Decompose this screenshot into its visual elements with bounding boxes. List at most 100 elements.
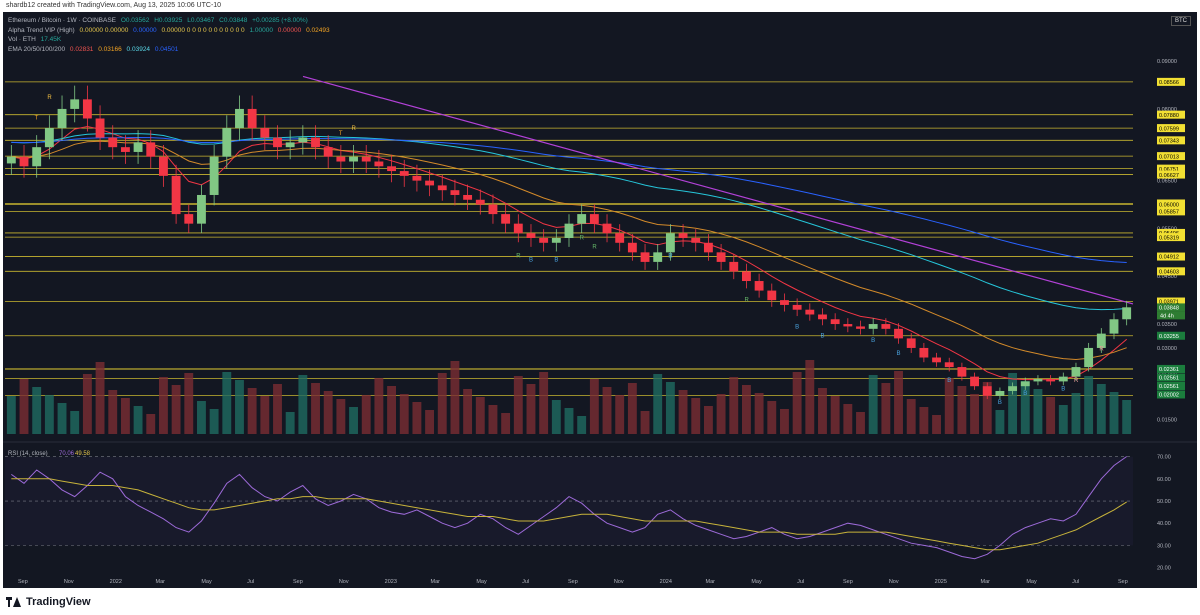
signal-letter: T [35, 116, 39, 122]
ema-lines [11, 125, 1128, 381]
candle-body [830, 319, 840, 325]
signal-letter: T [339, 131, 343, 137]
legend-alpha-yellow: 0.00000 0.00000 [79, 26, 129, 34]
level-label-box [1157, 200, 1185, 209]
level-label-text: 0.07343 [1159, 139, 1179, 145]
candle-body [247, 108, 257, 129]
legend-change: +0.00285 (+8.00%) [252, 17, 308, 24]
signal-letter: R [1074, 378, 1079, 384]
volume-bar [957, 386, 967, 434]
publish-header: shardb12 created with TradingView.com, A… [0, 0, 1200, 12]
rsi-ma-line [11, 478, 1127, 551]
candle-body [881, 324, 891, 329]
level-label-text: 0.04912 [1159, 255, 1179, 261]
candle-body [1122, 307, 1132, 320]
volume-bar [57, 403, 67, 434]
volume-bar [551, 400, 561, 434]
ema-50-line [11, 140, 1127, 361]
volume-bar [235, 380, 244, 434]
time-tick-label: Nov [64, 579, 74, 585]
legend-close: C0.03848 [219, 17, 248, 24]
candle-body [653, 252, 663, 262]
volume-bar [513, 376, 523, 434]
candle-body [678, 233, 688, 238]
volume-bar [742, 385, 751, 434]
candle-body [868, 324, 878, 329]
volume-bar [158, 377, 168, 434]
volume-bar [703, 406, 713, 434]
legend-alpha-name: Alpha Trend VIP (High) [8, 26, 75, 34]
level-label-box [1157, 297, 1185, 306]
level-label-text: 0.02002 [1159, 393, 1179, 399]
legend-alpha-trend[interactable]: Alpha Trend VIP (High) 0.00000 0.00000 0… [8, 26, 333, 36]
time-tick-label: 2023 [385, 579, 397, 585]
level-label-box [1157, 267, 1185, 276]
legend-symbol-title: Ethereum / Bitcoin · 1W · COINBASE [8, 17, 117, 24]
level-label-box [1157, 331, 1185, 340]
volume-bar [805, 360, 815, 434]
tradingview-brand[interactable]: TradingView [6, 596, 91, 608]
legend-ema-50: 0.03166 [98, 45, 122, 53]
volume-bar [184, 373, 194, 434]
chart-area[interactable]: T R T R R R R R R R R B B B B B B B B B B B 0.09000 0.08000 0.06… [3, 12, 1197, 588]
price-tick-label: 0.04500 [1157, 274, 1177, 280]
compare-symbol-badge[interactable]: BTC [1171, 16, 1191, 26]
candle-body [729, 261, 739, 272]
candle-body [95, 118, 105, 138]
candle-body [818, 314, 827, 320]
candle-body [1058, 376, 1068, 382]
level-label-box [1157, 77, 1185, 86]
level-label-text: 0.04603 [1159, 270, 1179, 276]
legend-ema[interactable]: EMA 20/50/100/200 0.02831 0.03166 0.0392… [8, 45, 333, 55]
volume-bar [615, 395, 625, 434]
volume-bar [919, 407, 929, 434]
level-labels: 0.08566 0.07880 0.07599 0.07343 0.07013 0.067… [1157, 77, 1185, 399]
volume-bar [70, 411, 80, 434]
legend-alpha-green: 1.00000 [249, 26, 273, 34]
signal-letter: B [554, 258, 558, 264]
candle-body [944, 362, 954, 368]
legend-open: O0.03562 [120, 17, 150, 24]
candle-body [222, 128, 232, 157]
candle-body [780, 300, 789, 305]
candle-body [488, 204, 498, 215]
candle-body [32, 147, 42, 167]
candle-body [336, 156, 346, 162]
countdown-text: 4d 4h [1160, 314, 1174, 320]
candle-body [856, 326, 865, 329]
volume-bar [1096, 384, 1106, 434]
rsi-line [11, 456, 1127, 560]
candle-body [627, 242, 637, 253]
time-tick-label: Jul [522, 579, 529, 585]
time-tick-label: Nov [889, 579, 899, 585]
volume-bar [1008, 373, 1018, 434]
volume-bar [577, 416, 587, 434]
level-label-box [1157, 152, 1185, 161]
candle-body [412, 175, 422, 181]
volume-bar [133, 406, 143, 434]
time-tick-label: 2025 [935, 579, 947, 585]
time-tick-label: Jul [247, 579, 254, 585]
candle-body [1020, 381, 1030, 387]
legend-ema-100: 0.03924 [126, 45, 151, 53]
candle-body [919, 347, 929, 358]
legend-alpha-blue: 0.00000 [133, 26, 157, 34]
volume-bar [260, 396, 270, 434]
legend-main-series[interactable]: Ethereum / Bitcoin · 1W · COINBASE O0.03… [8, 16, 333, 26]
legend-volume[interactable]: Vol · ETH 17.45K [8, 35, 333, 45]
price-tick-label: 0.06500 [1157, 179, 1177, 185]
volume-bar [95, 362, 105, 434]
signal-letter: B [795, 324, 799, 330]
legend-alpha-mid: 0.00000 0 0 0 0 0 0 0 0 0 0 0 [161, 26, 245, 34]
level-label-box [1157, 124, 1185, 133]
volume-bar [1020, 381, 1030, 434]
candle-body [57, 108, 67, 129]
legend-alpha-end: 0.02493 [306, 26, 330, 34]
volume-bar [868, 375, 878, 434]
signal-letter: R [352, 126, 357, 132]
level-label-box [1157, 233, 1185, 242]
volume-bar [665, 382, 675, 434]
signal-letter: R [592, 244, 597, 250]
